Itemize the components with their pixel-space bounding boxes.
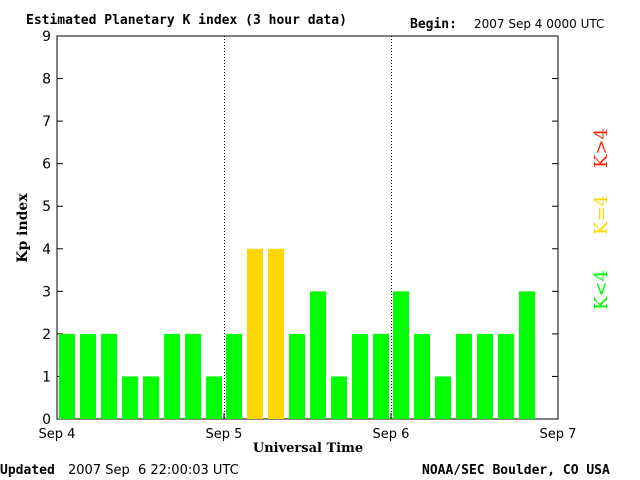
- x-tick-label: Sep 4: [39, 427, 76, 442]
- legend-low: K<4: [591, 270, 612, 310]
- y-tick-label: 9: [42, 29, 51, 45]
- begin-label: Begin:: [410, 17, 457, 32]
- kp-bar: [80, 333, 96, 419]
- y-tick-label: 5: [42, 199, 51, 215]
- kp-bar: [477, 333, 493, 419]
- y-tick-label: 3: [42, 284, 51, 300]
- kp-bar: [373, 333, 389, 419]
- kp-bar: [226, 333, 242, 419]
- plot-frame: [56, 35, 559, 420]
- kp-bar: [498, 333, 514, 419]
- legend-high: K>4: [591, 128, 612, 168]
- kp-bar: [185, 333, 201, 419]
- y-tick-label: 4: [42, 242, 51, 258]
- y-tick-label: 8: [42, 72, 51, 88]
- plot-area: 0 1 2 3 4 5 6 7 8 9 Sep 4 Sep 5 Sep 6 Sep 7: [39, 29, 577, 442]
- kp-bar: [310, 291, 326, 419]
- y-tick-label: 7: [42, 114, 51, 130]
- kp-bar: [289, 333, 305, 419]
- x-tick-label: Sep 6: [373, 427, 410, 442]
- y-tick-label: 1: [42, 369, 51, 385]
- kp-bar: [393, 291, 409, 419]
- begin-value: 2007 Sep 4 0000 UTC: [474, 17, 604, 31]
- kp-bar: [143, 376, 159, 419]
- chart-title: Estimated Planetary K index (3 hour data…: [26, 13, 347, 28]
- kp-bar: [414, 333, 430, 419]
- kp-bar: [268, 248, 284, 419]
- kp-bar: [164, 333, 180, 419]
- legend-mid: K=4: [591, 195, 612, 235]
- source-credit: NOAA/SEC Boulder, CO USA: [422, 463, 610, 478]
- kp-bar: [122, 376, 138, 419]
- kp-bar: [352, 333, 368, 419]
- kp-bar: [206, 376, 222, 419]
- y-tick-label: 6: [42, 157, 51, 173]
- kp-bar: [101, 333, 117, 419]
- x-tick-label: Sep 5: [206, 427, 243, 442]
- kp-bar: [331, 376, 347, 419]
- y-tick-label: 0: [42, 412, 51, 428]
- x-axis-label: Universal Time: [253, 441, 363, 456]
- x-tick-label: Sep 7: [540, 427, 577, 442]
- kp-bar: [519, 291, 535, 419]
- kp-bar: [247, 248, 263, 419]
- kp-bar: [456, 333, 472, 419]
- updated-value: 2007 Sep 6 22:00:03 UTC: [68, 463, 239, 478]
- y-axis-label: Kp index: [15, 193, 31, 263]
- kp-bar: [435, 376, 451, 419]
- updated-label: Updated: [0, 463, 55, 478]
- y-tick-label: 2: [42, 327, 51, 343]
- kp-bar: [59, 333, 75, 419]
